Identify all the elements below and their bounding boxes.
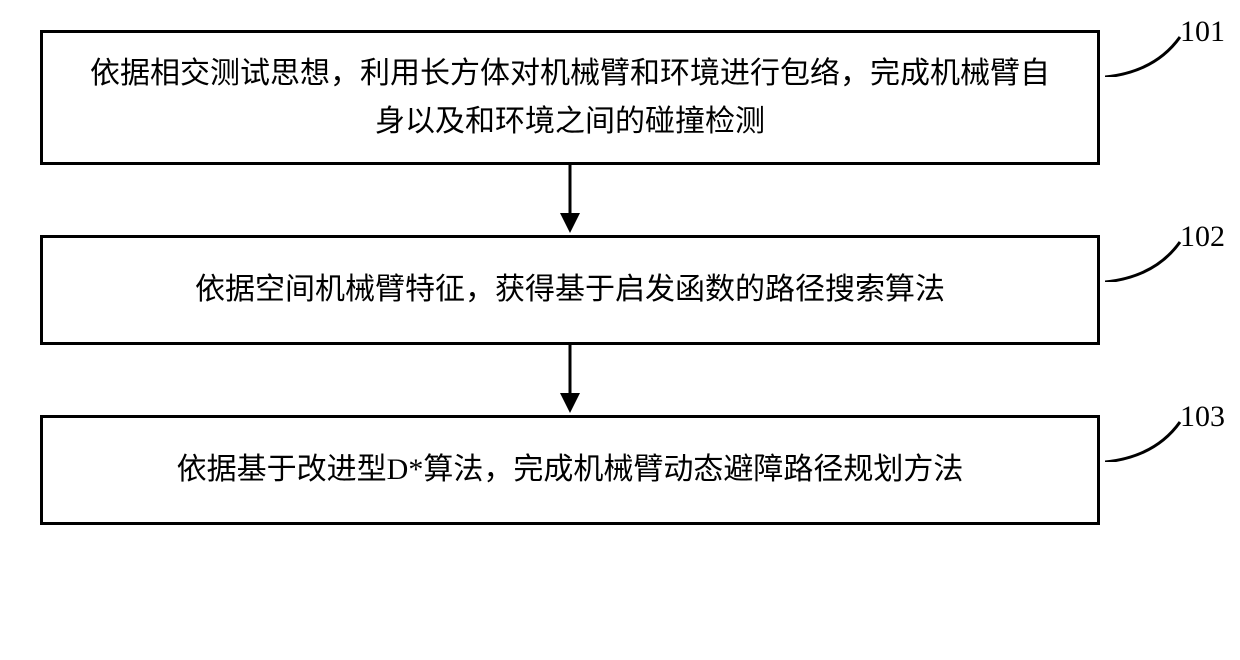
step-text-3: 依据基于改进型D*算法，完成机械臂动态避障路径规划方法 bbox=[177, 446, 964, 494]
arrow-2 bbox=[555, 345, 585, 415]
step-label-1: 101 bbox=[1180, 15, 1225, 49]
step-text-2: 依据空间机械臂特征，获得基于启发函数的路径搜索算法 bbox=[195, 266, 945, 314]
step-wrapper-2: 依据空间机械臂特征，获得基于启发函数的路径搜索算法 102 bbox=[40, 235, 1200, 345]
step-wrapper-3: 依据基于改进型D*算法，完成机械臂动态避障路径规划方法 103 bbox=[40, 415, 1200, 525]
step-box-3: 依据基于改进型D*算法，完成机械臂动态避障路径规划方法 bbox=[40, 415, 1100, 525]
step-label-2: 102 bbox=[1180, 220, 1225, 254]
step-label-3: 103 bbox=[1180, 400, 1225, 434]
arrow-container-1 bbox=[40, 165, 1100, 235]
step-box-1: 依据相交测试思想，利用长方体对机械臂和环境进行包络，完成机械臂自身以及和环境之间… bbox=[40, 30, 1100, 165]
arrow-container-2 bbox=[40, 345, 1100, 415]
step-box-2: 依据空间机械臂特征，获得基于启发函数的路径搜索算法 bbox=[40, 235, 1100, 345]
flowchart-container: 依据相交测试思想，利用长方体对机械臂和环境进行包络，完成机械臂自身以及和环境之间… bbox=[40, 30, 1200, 525]
step-text-1: 依据相交测试思想，利用长方体对机械臂和环境进行包络，完成机械臂自身以及和环境之间… bbox=[83, 50, 1057, 146]
step-wrapper-1: 依据相交测试思想，利用长方体对机械臂和环境进行包络，完成机械臂自身以及和环境之间… bbox=[40, 30, 1200, 165]
arrow-1 bbox=[555, 165, 585, 235]
